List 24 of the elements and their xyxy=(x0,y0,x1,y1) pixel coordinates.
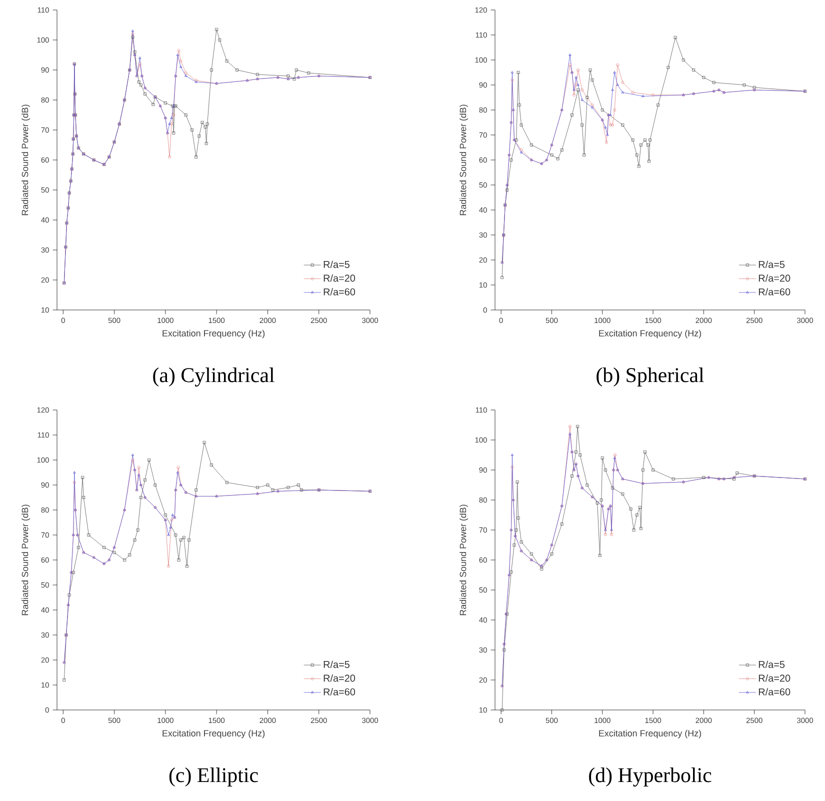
x-axis-title: Excitation Frequency (Hz) xyxy=(162,330,265,338)
legend-label: R/a=20 xyxy=(324,274,356,282)
x-axis-title: Excitation Frequency (Hz) xyxy=(162,730,265,738)
text: (c) Elliptic xyxy=(169,768,258,786)
x-axis-title: Excitation Frequency (Hz) xyxy=(599,730,702,738)
y-axis-title: Radiated Sound Power (dB) xyxy=(22,504,30,616)
text: (b) Spherical xyxy=(596,368,704,386)
text: (d) Hyperbolic xyxy=(589,768,712,787)
legend-label: R/a=60 xyxy=(758,288,790,296)
legend-label: R/a=5 xyxy=(324,260,350,268)
y-axis-title: Radiated Sound Power (dB) xyxy=(460,504,468,616)
legend-label: R/a=5 xyxy=(758,660,785,668)
y-axis-title: Radiated Sound Power (dB) xyxy=(460,104,468,216)
legend-label: R/a=20 xyxy=(758,274,790,282)
legend-label: R/a=60 xyxy=(324,688,356,696)
y-axis-title: Radiated Sound Power (dB) xyxy=(22,104,30,216)
legend-label: R/a=60 xyxy=(758,688,790,696)
text: (a) Cylindrical xyxy=(153,368,274,387)
legend-label: R/a=20 xyxy=(758,674,790,682)
legend-label: R/a=5 xyxy=(758,260,785,268)
legend-label: R/a=20 xyxy=(324,674,356,682)
legend-label: R/a=5 xyxy=(324,660,350,668)
x-axis-title: Excitation Frequency (Hz) xyxy=(599,330,702,338)
legend-label: R/a=60 xyxy=(324,288,356,296)
